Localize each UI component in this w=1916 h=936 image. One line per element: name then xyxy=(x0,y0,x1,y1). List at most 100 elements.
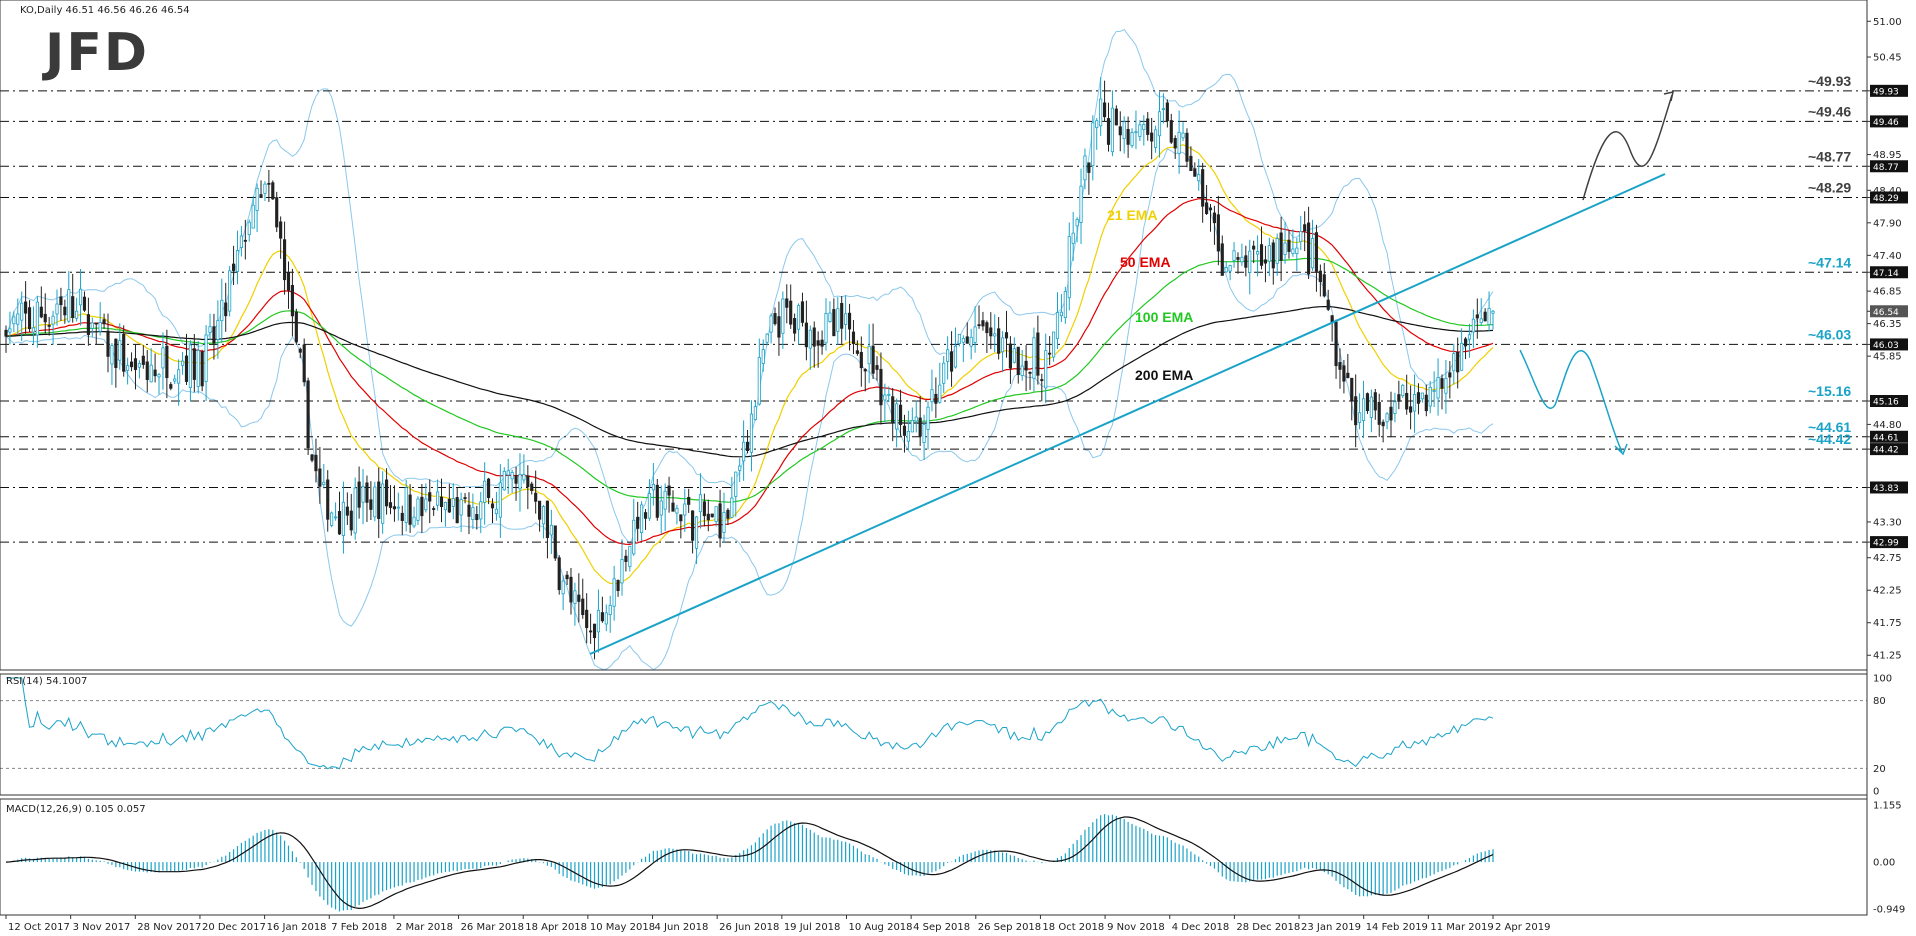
candle xyxy=(691,510,695,541)
candle xyxy=(1350,377,1354,401)
price-tag-label: 49.46 xyxy=(1873,118,1899,128)
candle xyxy=(1330,315,1334,323)
candle xyxy=(271,182,275,200)
candle xyxy=(86,314,90,335)
candle xyxy=(361,485,365,503)
candle xyxy=(561,580,565,595)
bearish-arrowhead xyxy=(1614,443,1628,456)
candle xyxy=(636,516,640,529)
candle xyxy=(800,301,805,323)
candle xyxy=(1491,310,1495,314)
candle xyxy=(98,322,102,332)
candle xyxy=(804,322,808,348)
price-tick-label: 46.35 xyxy=(1873,319,1902,330)
candle xyxy=(357,481,361,508)
candle xyxy=(1432,390,1436,392)
candle xyxy=(973,326,977,343)
candle xyxy=(757,357,761,405)
candle xyxy=(180,360,185,366)
date-tick-label: 10 May 2018 xyxy=(590,922,655,933)
candle xyxy=(102,319,106,325)
candle xyxy=(498,482,502,518)
bullish-scenario-arrow xyxy=(1582,94,1673,201)
price-tag xyxy=(1870,430,1908,443)
candle xyxy=(94,322,98,325)
date-tick-label: 4 Jun 2018 xyxy=(655,922,709,933)
candle xyxy=(632,519,636,555)
level-label: ~15.16 xyxy=(1808,383,1851,399)
candle xyxy=(388,502,393,508)
candle xyxy=(573,590,577,604)
candle xyxy=(4,329,8,337)
candle xyxy=(35,301,39,336)
candle xyxy=(1365,393,1370,412)
candle xyxy=(1373,392,1377,411)
candle xyxy=(785,298,789,308)
candle xyxy=(655,484,659,518)
candle xyxy=(569,576,573,603)
candle xyxy=(643,512,648,519)
candle xyxy=(314,454,318,472)
uptrend-line[interactable] xyxy=(589,173,1666,655)
candle xyxy=(1263,259,1268,264)
candle xyxy=(337,511,342,535)
candle xyxy=(667,485,671,496)
candle xyxy=(1079,185,1083,223)
candle xyxy=(1342,365,1346,382)
candle xyxy=(844,313,848,325)
price-tag xyxy=(1870,305,1908,318)
candle xyxy=(1236,257,1240,260)
candle xyxy=(1110,107,1114,153)
candle xyxy=(1193,168,1197,177)
candle xyxy=(1346,372,1350,379)
candle xyxy=(596,609,601,633)
candle xyxy=(1028,371,1032,374)
candle xyxy=(989,327,993,337)
candle xyxy=(114,338,118,368)
candle xyxy=(506,470,510,476)
candle xyxy=(1118,126,1122,136)
candle xyxy=(294,311,298,343)
price-tag-label: 44.42 xyxy=(1873,446,1899,456)
date-tick-label: 7 Feb 2018 xyxy=(331,922,387,933)
rsi-panel[interactable] xyxy=(0,677,1867,770)
macd-panel[interactable] xyxy=(5,814,1494,912)
candle xyxy=(208,326,212,333)
candle xyxy=(1016,346,1020,375)
candle xyxy=(188,344,192,389)
candle xyxy=(1416,392,1421,404)
candle xyxy=(1412,393,1417,412)
candle xyxy=(459,499,463,516)
candle xyxy=(267,182,271,185)
candle xyxy=(1271,242,1275,269)
candle xyxy=(1283,242,1287,255)
candle xyxy=(1051,331,1056,358)
candle xyxy=(671,502,675,512)
candle xyxy=(612,578,616,607)
candle xyxy=(620,559,624,584)
candle xyxy=(706,513,710,521)
ema-label: 100 EMA xyxy=(1135,309,1193,325)
candle xyxy=(977,324,981,327)
candle xyxy=(282,239,287,281)
candle xyxy=(212,326,216,344)
candle xyxy=(1334,321,1338,367)
candle xyxy=(1291,248,1295,254)
candle xyxy=(1087,162,1091,173)
candle xyxy=(769,315,773,333)
candle xyxy=(738,465,742,471)
candle xyxy=(1318,270,1322,283)
candle xyxy=(600,612,604,622)
candle xyxy=(1232,250,1236,261)
candle xyxy=(1024,360,1028,371)
candle xyxy=(1322,274,1326,297)
main-price-panel[interactable] xyxy=(0,28,1867,671)
candle xyxy=(1201,169,1205,207)
candle xyxy=(243,239,247,242)
candle xyxy=(883,394,887,401)
candle xyxy=(938,384,942,403)
candle xyxy=(1460,342,1464,371)
candle xyxy=(781,298,785,334)
